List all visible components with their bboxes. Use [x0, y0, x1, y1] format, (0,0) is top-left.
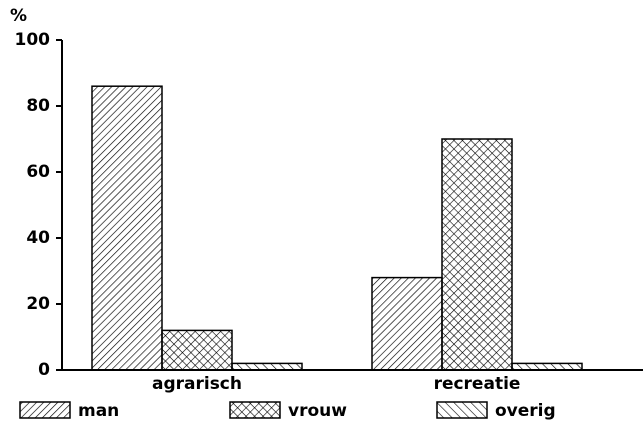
y-tick-label: 40	[26, 228, 50, 248]
bar	[441, 138, 513, 371]
y-tick-label: 20	[26, 294, 50, 314]
x-tick-label: agrarisch	[152, 374, 242, 394]
y-axis-label: %	[10, 6, 27, 26]
bar	[91, 85, 163, 371]
legend-label: man	[78, 401, 119, 421]
y-tick-label: 100	[15, 30, 51, 50]
y-tick-label: 60	[26, 162, 50, 182]
bar	[161, 329, 233, 371]
legend-swatch	[19, 401, 71, 419]
legend-label: vrouw	[288, 401, 347, 421]
x-tick-label: recreatie	[434, 374, 521, 394]
legend-swatch	[436, 401, 488, 419]
legend-label: overig	[495, 401, 556, 421]
y-tick-label: 80	[26, 96, 50, 116]
bar	[371, 276, 443, 371]
legend-swatch	[229, 401, 281, 419]
y-tick-label: 0	[38, 360, 50, 380]
